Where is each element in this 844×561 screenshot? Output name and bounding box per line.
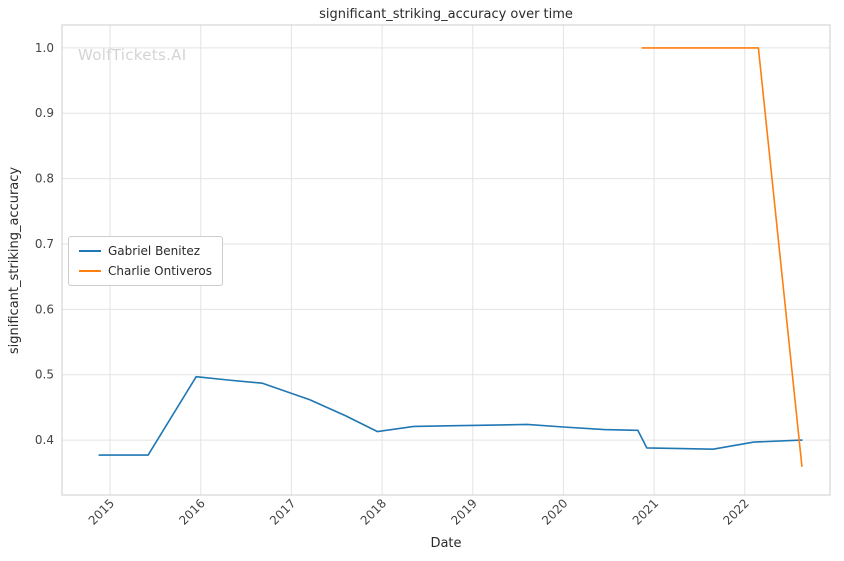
x-axis-label: Date: [430, 536, 462, 551]
legend-item: Gabriel Benitez: [79, 244, 212, 258]
x-tick-label: 2018: [358, 496, 389, 527]
y-tick-label: 0.5: [35, 368, 54, 382]
legend-item: Charlie Ontiveros: [79, 264, 212, 278]
x-tick-label: 2020: [539, 496, 570, 527]
plot-frame: [61, 24, 831, 496]
x-tick-label: 2022: [720, 496, 751, 527]
series-line-charlie-ontiveros: [641, 47, 803, 468]
y-tick-label: 0.8: [35, 172, 54, 186]
legend-line-swatch-charlie-ontiveros: [79, 270, 101, 272]
legend-line-swatch-gabriel-benitez: [79, 250, 101, 252]
x-tick-label: 2021: [630, 496, 661, 527]
legend-label: Charlie Ontiveros: [108, 264, 212, 278]
x-tick-label: 2016: [176, 496, 207, 527]
y-tick-label: 1.0: [35, 41, 54, 55]
y-axis-label: significant_striking_accuracy: [7, 166, 23, 354]
y-axis-label-wrap: significant_striking_accuracy: [0, 25, 30, 495]
legend: Gabriel Benitez Charlie Ontiveros: [68, 236, 223, 286]
watermark: WolfTickets.AI: [78, 46, 187, 64]
x-tick-label: 2017: [267, 496, 298, 527]
y-tick-label: 0.9: [35, 106, 54, 120]
y-tick-label: 0.7: [35, 237, 54, 251]
chart-title: significant_striking_accuracy over time: [319, 7, 573, 22]
series-line-gabriel-benitez: [98, 375, 803, 456]
x-tick-label: 2019: [448, 496, 479, 527]
y-tick-label: 0.6: [35, 302, 54, 316]
legend-label: Gabriel Benitez: [108, 244, 201, 258]
x-tick-label: 2015: [86, 496, 117, 527]
y-tick-label: 0.4: [35, 433, 54, 447]
